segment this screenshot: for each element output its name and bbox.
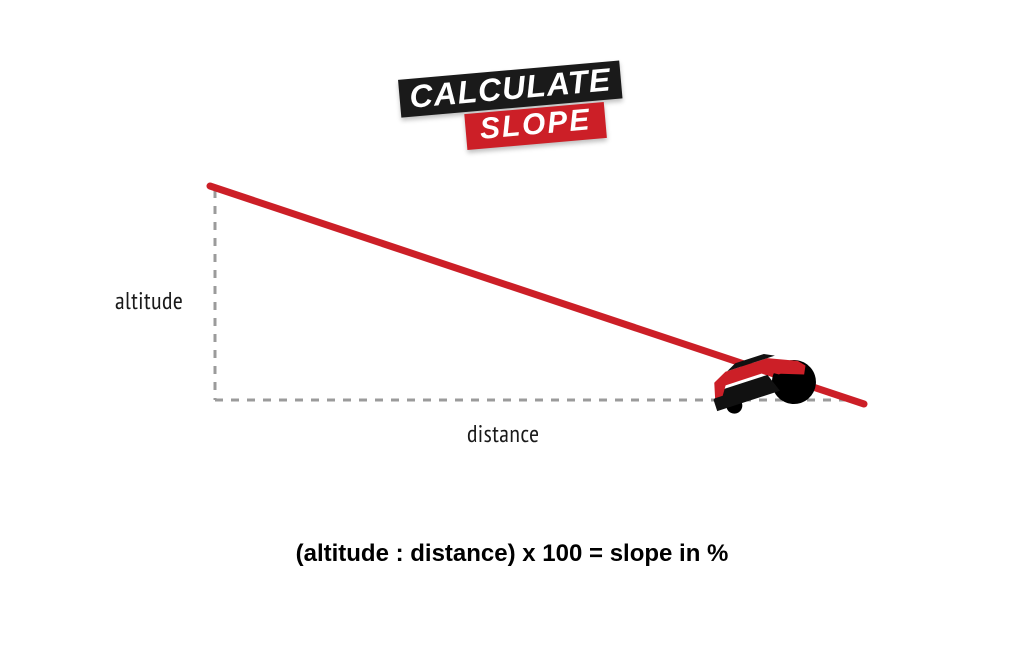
distance-label: distance	[467, 418, 540, 449]
altitude-label: altitude	[115, 285, 183, 316]
slope-formula: (altitude : distance) x 100 = slope in %	[296, 540, 729, 568]
stage: CALCULATE SLOPE altitude di	[0, 0, 1024, 650]
